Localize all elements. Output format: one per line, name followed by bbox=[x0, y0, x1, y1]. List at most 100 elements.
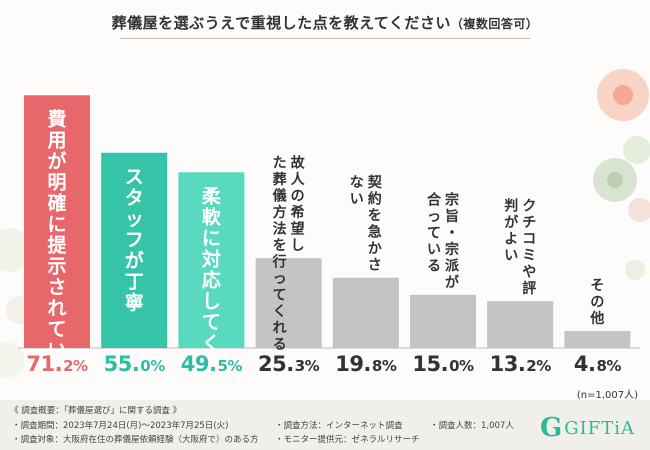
category-char: し bbox=[202, 290, 221, 312]
category-char: て bbox=[47, 318, 66, 340]
footer bbox=[0, 400, 650, 450]
sample-size: (n=1,007人) bbox=[576, 390, 638, 401]
category-char: て bbox=[273, 288, 287, 304]
category-char: 急 bbox=[368, 224, 382, 241]
category-char: に bbox=[47, 213, 66, 235]
category-char: の bbox=[291, 189, 305, 205]
category-char: か bbox=[368, 241, 382, 257]
category-char: 人 bbox=[291, 171, 306, 188]
category-char: て bbox=[202, 311, 221, 333]
category-char: 柔 bbox=[202, 185, 222, 207]
category-char: 確 bbox=[47, 191, 66, 214]
survey-title: 《 調査概要：「葬儀屋選び」に関する調査 》 bbox=[10, 406, 182, 416]
category-char: た bbox=[273, 156, 287, 172]
value-label-2: 55.0% bbox=[94, 352, 174, 376]
value-unit: 0% bbox=[140, 357, 165, 375]
category-char: 他 bbox=[589, 310, 604, 327]
category-char: く bbox=[273, 304, 287, 320]
category-char: を bbox=[368, 208, 382, 224]
value-number: 13. bbox=[489, 352, 526, 376]
category-char: 丁 bbox=[125, 271, 144, 293]
survey-method: ・調査方法：インターネット調査 bbox=[275, 421, 403, 431]
category-char: ミ bbox=[522, 248, 536, 264]
category-char: よ bbox=[504, 232, 518, 248]
value-label-8: 4.8% bbox=[557, 352, 637, 376]
category-char: て bbox=[427, 225, 441, 241]
logo-text: GIFTiA bbox=[564, 417, 635, 439]
value-number: 55. bbox=[103, 352, 140, 376]
flower-decoration-right bbox=[593, 69, 650, 280]
bar-6 bbox=[410, 294, 476, 348]
category-char: 行 bbox=[272, 254, 287, 271]
value-label-4: 25.3% bbox=[249, 352, 329, 376]
category-char: ク bbox=[522, 199, 536, 215]
category-char: 応 bbox=[202, 268, 221, 291]
category-char: る bbox=[273, 337, 287, 353]
value-unit: 8% bbox=[371, 357, 397, 375]
category-char: や bbox=[522, 265, 536, 281]
category-char: 宗 bbox=[445, 191, 459, 208]
category-char: そ bbox=[590, 278, 604, 294]
category-char: 葬 bbox=[273, 171, 287, 188]
category-char: 提 bbox=[47, 233, 67, 256]
category-char: ・ bbox=[445, 225, 459, 241]
category-char: チ bbox=[522, 215, 536, 231]
value-label-7: 13.2% bbox=[480, 352, 560, 376]
category-char: が bbox=[125, 249, 144, 272]
value-number: 15. bbox=[412, 352, 449, 376]
category-char: れ bbox=[47, 297, 66, 319]
value-unit: 0% bbox=[449, 357, 474, 375]
category-char: い bbox=[427, 242, 441, 258]
category-char: い bbox=[350, 192, 364, 208]
category-char: 契 bbox=[367, 174, 383, 191]
category-char: 寧 bbox=[125, 291, 144, 314]
value-unit: 2% bbox=[63, 357, 88, 375]
category-char: 明 bbox=[47, 171, 66, 193]
category-char: 派 bbox=[445, 258, 460, 274]
category-char: コ bbox=[522, 232, 536, 248]
category-label-1: 費用が明確に提示されている bbox=[47, 107, 67, 360]
category-char: い bbox=[47, 339, 66, 360]
category-char: 宗 bbox=[445, 241, 459, 258]
value-unit: 8% bbox=[596, 357, 621, 375]
survey-target: ・調査対象：大阪府在住の葬儀屋依頼経験（大阪府で）のある方 bbox=[12, 435, 259, 445]
category-char: く bbox=[202, 332, 221, 354]
survey-count: ・調査人数：1,007人 bbox=[430, 421, 514, 431]
category-char: に bbox=[202, 227, 221, 249]
category-char: が bbox=[445, 274, 460, 291]
category-char: 費 bbox=[47, 107, 66, 130]
category-char: っ bbox=[273, 271, 287, 287]
category-char: ッ bbox=[125, 208, 144, 230]
bar-chart: 費用が明確に提示されているスタッフが丁寧柔軟に対応してくれる故人の希望した葬儀方… bbox=[18, 95, 640, 360]
value-number: 25. bbox=[258, 352, 294, 376]
chart-title-main: 葬儀屋を選ぶうえで重視した点を教えてください bbox=[111, 14, 451, 32]
category-char: タ bbox=[125, 187, 144, 209]
category-char: フ bbox=[125, 229, 144, 251]
category-char: 儀 bbox=[272, 188, 287, 205]
value-label-1: 71.2% bbox=[17, 352, 97, 376]
category-char: 法 bbox=[273, 221, 287, 238]
category-char: る bbox=[427, 258, 441, 274]
category-char: さ bbox=[368, 258, 382, 274]
value-number: 19. bbox=[335, 352, 371, 376]
category-char: 故 bbox=[291, 155, 306, 172]
bar-8 bbox=[564, 330, 631, 348]
category-char: が bbox=[47, 149, 66, 172]
value-unit: 2% bbox=[526, 357, 551, 375]
category-char: な bbox=[350, 175, 364, 191]
category-char: 合 bbox=[427, 191, 442, 208]
category-char: が bbox=[504, 214, 519, 231]
percentage-row: 71.2% 55.0% 49.5% 25.3% 19.8% 15.0% 13.2% 4.8% bbox=[0, 352, 650, 382]
category-char: 示 bbox=[47, 255, 66, 277]
bar-1 bbox=[24, 95, 90, 349]
category-char: 希 bbox=[291, 204, 305, 221]
category-char: い bbox=[504, 248, 518, 264]
category-char: れ bbox=[273, 321, 287, 337]
bar-3 bbox=[178, 172, 245, 348]
category-char: 判 bbox=[504, 198, 518, 215]
value-number: 71. bbox=[26, 352, 63, 376]
category-char: 用 bbox=[47, 129, 66, 151]
monitor-provider: ・モニター提供元：ゼネラルリサーチ bbox=[275, 435, 420, 445]
